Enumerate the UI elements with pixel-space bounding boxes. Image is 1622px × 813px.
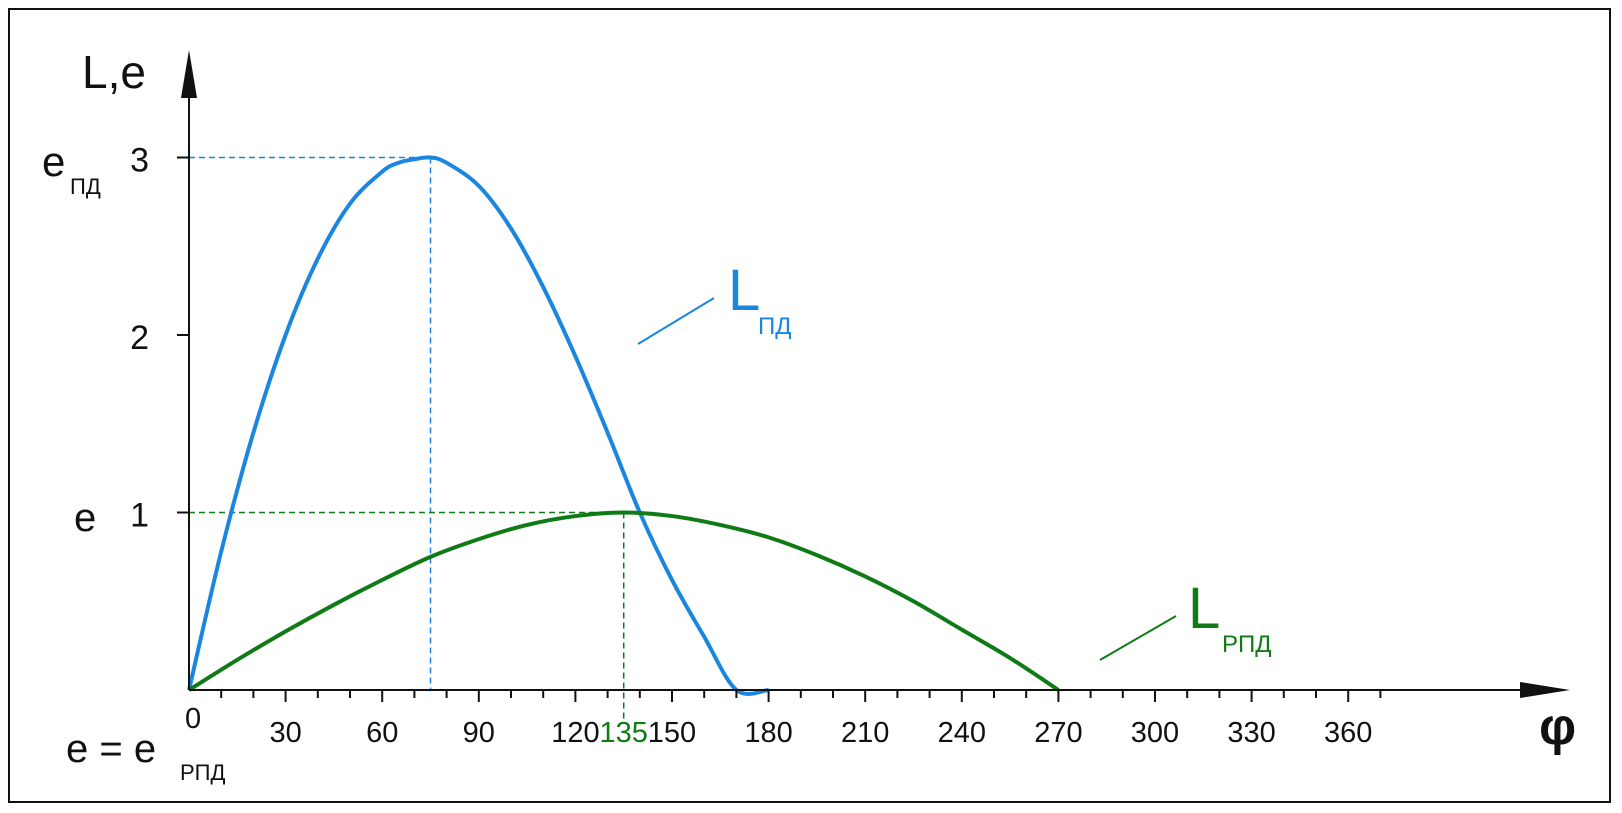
axes (181, 50, 1570, 698)
x-tick-label: 150 (648, 717, 696, 749)
x-tick-label: 120 (551, 717, 599, 749)
x-tick-label: 210 (841, 717, 889, 749)
y-tick-label: 2 (130, 319, 149, 357)
x-tick-label: 180 (744, 717, 792, 749)
x-axis-arrow (1520, 682, 1570, 698)
x-tick-label: 30 (269, 717, 301, 749)
series-layer (187, 155, 1060, 696)
series-pd-line (187, 155, 769, 696)
x-tick-label: 300 (1131, 717, 1179, 749)
y-axis-title: L,e (82, 46, 146, 98)
x-tick-label: 330 (1227, 717, 1275, 749)
chart-frame (8, 8, 1611, 803)
x-highlight-label: 135 (600, 717, 648, 749)
tick-marks (177, 156, 1382, 702)
series-pd-label-sub: ПД (758, 313, 792, 340)
origin-label: e = e (66, 727, 156, 771)
guide-lines (189, 156, 625, 720)
series-rpd-label: L (1188, 576, 1220, 641)
y-tick-label: 3 (130, 142, 149, 180)
series-pd-label: L (728, 258, 760, 323)
annotations: L ПД L РПД L,e φ e ПД e e = e РПД (42, 46, 1576, 785)
tick-labels: 0 30 60 90 120 150 180 210 240 270 300 330 360 135 1 2 3 (130, 142, 1372, 750)
x-axis-title: φ (1539, 698, 1576, 756)
origin-label-sub: РПД (180, 760, 225, 785)
x-tick-label: 90 (463, 717, 495, 749)
e-pd-label: e (42, 138, 65, 185)
x-tick-label: 0 (185, 703, 201, 735)
series-rpd-leader-line (1099, 615, 1177, 661)
y-tick-label: 1 (130, 497, 149, 535)
x-tick-label: 240 (938, 717, 986, 749)
y-axis-arrow (181, 50, 197, 98)
e-pd-label-sub: ПД (70, 174, 101, 199)
e-label: e (74, 496, 96, 540)
x-tick-label: 270 (1034, 717, 1082, 749)
series-rpd-line (187, 510, 1060, 692)
x-tick-label: 360 (1324, 717, 1372, 749)
x-tick-label: 60 (366, 717, 398, 749)
series-rpd-label-sub: РПД (1222, 631, 1272, 658)
series-pd-leader-line (637, 297, 715, 345)
